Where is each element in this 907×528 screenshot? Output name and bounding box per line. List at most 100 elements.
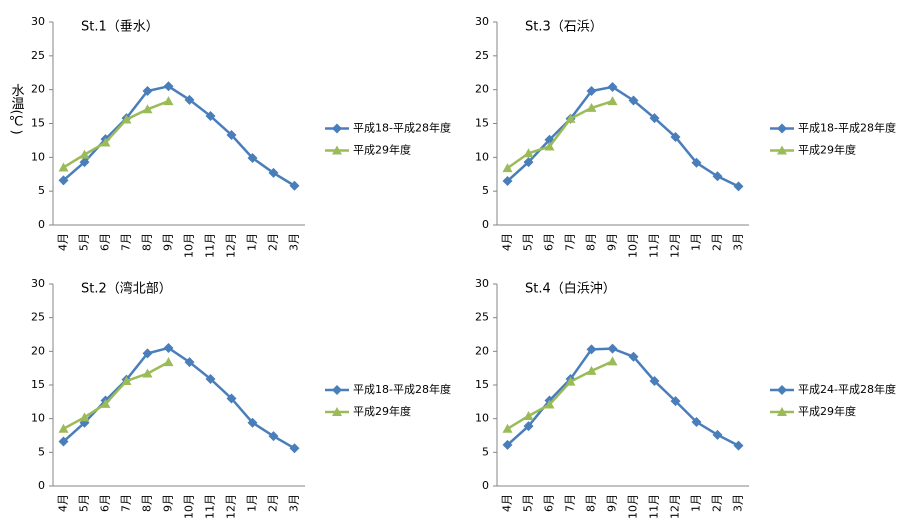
- marker: [607, 96, 618, 106]
- x-tick-label: 5月: [522, 233, 535, 251]
- chart-title: St.1（垂水）: [81, 20, 159, 35]
- marker: [691, 157, 702, 168]
- y-tick-label: 25: [475, 311, 489, 324]
- marker: [712, 171, 723, 182]
- marker: [607, 356, 618, 366]
- marker: [142, 86, 153, 97]
- legend-marker: [777, 145, 787, 155]
- x-tick-label: 8月: [585, 494, 598, 512]
- x-tick-label: 2月: [711, 233, 724, 251]
- x-tick-label: 6月: [99, 494, 112, 512]
- x-tick-label: 12月: [225, 233, 238, 258]
- legend-marker: [332, 407, 342, 416]
- marker: [226, 393, 237, 404]
- marker: [733, 440, 744, 451]
- x-tick-label: 12月: [669, 494, 682, 519]
- x-tick-label: 1月: [690, 233, 703, 251]
- y-tick-label: 30: [31, 277, 45, 290]
- marker: [628, 95, 639, 106]
- chart-title: St.3（石浜）: [525, 20, 603, 35]
- marker: [121, 114, 132, 124]
- marker: [79, 412, 90, 422]
- marker: [649, 113, 660, 124]
- x-tick-label: 4月: [57, 494, 70, 512]
- x-tick-label: 8月: [141, 233, 154, 251]
- marker: [733, 181, 744, 192]
- x-tick-label: 4月: [501, 233, 514, 251]
- series-line: [506, 99, 613, 170]
- y-tick-label: 0: [38, 479, 45, 492]
- y-tick-label: 5: [38, 184, 45, 197]
- x-tick-label: 12月: [225, 494, 238, 519]
- marker: [121, 375, 132, 385]
- x-tick-label: 11月: [204, 233, 217, 258]
- legend-label: 平成18-平成28年度: [353, 121, 451, 135]
- marker: [100, 398, 111, 408]
- series-line: [62, 346, 296, 450]
- x-tick-label: 5月: [78, 494, 91, 512]
- series-line: [506, 347, 740, 447]
- legend-label: 平成18-平成28年度: [353, 382, 451, 396]
- marker: [226, 130, 237, 141]
- legend-label: 平成29年度: [353, 143, 411, 157]
- marker: [163, 342, 174, 353]
- x-tick-label: 2月: [267, 494, 280, 512]
- y-tick-label: 5: [482, 184, 489, 197]
- y-tick-label: 20: [475, 344, 489, 357]
- marker: [523, 421, 534, 432]
- x-tick-label: 11月: [648, 233, 661, 258]
- x-tick-label: 9月: [606, 233, 619, 251]
- y-tick-label: 0: [482, 218, 489, 231]
- legend-label: 平成24-平成28年度: [798, 382, 896, 396]
- marker: [163, 81, 174, 92]
- marker: [205, 111, 216, 122]
- marker: [586, 86, 597, 97]
- y-tick-label: 25: [475, 49, 489, 62]
- marker: [502, 176, 513, 187]
- legend-label: 平成18-平成28年度: [798, 121, 896, 135]
- marker: [247, 417, 258, 428]
- legend-label: 平成29年度: [353, 404, 411, 418]
- legend-marker: [777, 385, 787, 395]
- series-line: [506, 360, 614, 430]
- y-tick-label: 15: [475, 378, 489, 391]
- marker: [607, 343, 618, 354]
- y-tick-label: 20: [31, 83, 45, 96]
- chart-title: St.2（湾北部）: [81, 281, 172, 297]
- y-axis-label: 水温(℃): [9, 84, 25, 135]
- x-tick-label: 5月: [522, 494, 535, 512]
- y-tick-label: 25: [31, 311, 45, 324]
- y-tick-label: 15: [31, 117, 45, 130]
- y-tick-label: 5: [38, 445, 45, 458]
- marker: [79, 157, 90, 168]
- marker: [523, 157, 534, 168]
- marker: [670, 132, 681, 143]
- legend-marker: [332, 145, 342, 155]
- x-tick-label: 12月: [669, 233, 682, 258]
- x-tick-label: 4月: [501, 494, 514, 512]
- y-tick-label: 10: [31, 412, 45, 425]
- y-tick-label: 10: [475, 412, 489, 425]
- y-tick-label: 15: [475, 117, 489, 130]
- marker: [142, 348, 153, 359]
- marker: [628, 351, 639, 362]
- legend-marker: [777, 407, 787, 416]
- x-tick-label: 7月: [120, 233, 133, 251]
- legend-label: 平成29年度: [798, 404, 856, 418]
- marker: [58, 423, 69, 433]
- marker: [58, 162, 69, 172]
- x-tick-label: 7月: [120, 494, 133, 512]
- x-tick-label: 9月: [162, 233, 175, 251]
- x-tick-label: 10月: [183, 233, 196, 258]
- marker: [289, 180, 300, 191]
- legend-marker: [332, 123, 342, 134]
- marker: [268, 431, 279, 442]
- x-tick-label: 1月: [246, 494, 259, 512]
- marker: [670, 396, 681, 407]
- marker: [289, 443, 300, 454]
- x-tick-label: 1月: [246, 233, 259, 251]
- x-tick-label: 10月: [627, 494, 640, 519]
- marker: [523, 410, 534, 420]
- marker: [268, 167, 279, 178]
- x-tick-label: 7月: [564, 233, 577, 251]
